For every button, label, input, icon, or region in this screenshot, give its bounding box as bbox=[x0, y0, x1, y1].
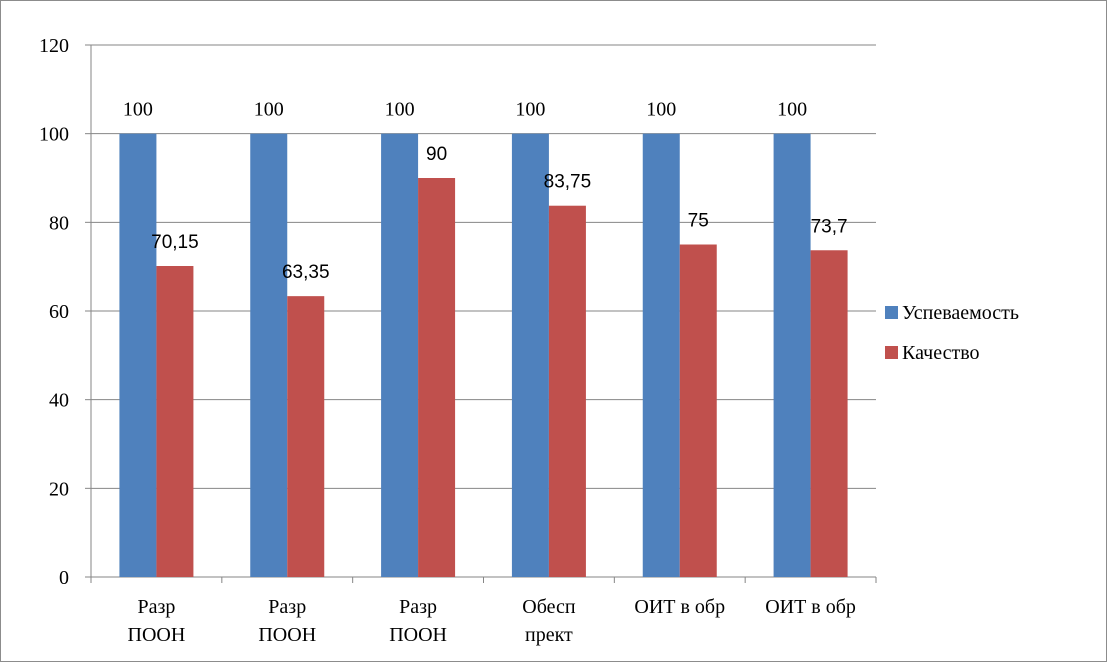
y-tick-label: 0 bbox=[59, 567, 69, 589]
bar-uspevaemost bbox=[642, 133, 680, 577]
bar-uspevaemost bbox=[381, 133, 419, 577]
x-tick-label: ОИТ в обр bbox=[634, 596, 725, 618]
x-tick-label: прект bbox=[525, 624, 573, 646]
x-tick-label: Разр bbox=[268, 596, 306, 618]
x-tick-label: ПООН bbox=[389, 624, 447, 646]
bar-uspevaemost bbox=[511, 133, 549, 577]
x-tick-label: ОИТ в обр bbox=[765, 596, 856, 618]
y-tick-label: 120 bbox=[39, 35, 69, 57]
bar-uspevaemost bbox=[250, 133, 288, 577]
data-label-kachestvo: 73,7 bbox=[811, 216, 848, 237]
x-tick-label: ПООН bbox=[128, 624, 186, 646]
data-label-kachestvo: 83,75 bbox=[544, 172, 592, 193]
data-label-uspevaemost: 100 bbox=[646, 99, 676, 121]
data-label-uspevaemost: 100 bbox=[385, 99, 415, 121]
legend-swatch bbox=[885, 346, 898, 359]
bar-kachestvo bbox=[810, 250, 848, 577]
bar-kachestvo bbox=[418, 178, 456, 577]
data-label-kachestvo: 75 bbox=[688, 211, 709, 232]
legend-label: Качество bbox=[902, 342, 980, 364]
data-label-uspevaemost: 100 bbox=[777, 99, 807, 121]
bar-kachestvo bbox=[679, 244, 717, 577]
x-tick-label: ПООН bbox=[258, 624, 316, 646]
y-tick-label: 80 bbox=[49, 212, 69, 234]
bar-uspevaemost bbox=[773, 133, 811, 577]
y-tick-label: 20 bbox=[49, 478, 69, 500]
y-tick-label: 100 bbox=[39, 124, 69, 146]
data-label-kachestvo: 90 bbox=[426, 144, 447, 165]
data-label-uspevaemost: 100 bbox=[254, 99, 284, 121]
data-label-kachestvo: 70,15 bbox=[151, 232, 199, 253]
x-tick-label: Разр bbox=[137, 596, 175, 618]
bar-uspevaemost bbox=[119, 133, 157, 577]
y-tick-label: 40 bbox=[49, 390, 69, 412]
x-tick-label: Обесп bbox=[522, 596, 576, 618]
bar-kachestvo bbox=[287, 296, 325, 577]
data-label-uspevaemost: 100 bbox=[123, 99, 153, 121]
x-tick-label: Разр bbox=[399, 596, 437, 618]
data-label-uspevaemost: 100 bbox=[515, 99, 545, 121]
data-label-kachestvo: 63,35 bbox=[282, 262, 330, 283]
y-tick-label: 60 bbox=[49, 301, 69, 323]
legend-swatch bbox=[885, 306, 898, 319]
bar-kachestvo bbox=[548, 205, 586, 578]
legend-label: Успеваемость bbox=[902, 302, 1019, 324]
bar-kachestvo bbox=[156, 266, 194, 577]
